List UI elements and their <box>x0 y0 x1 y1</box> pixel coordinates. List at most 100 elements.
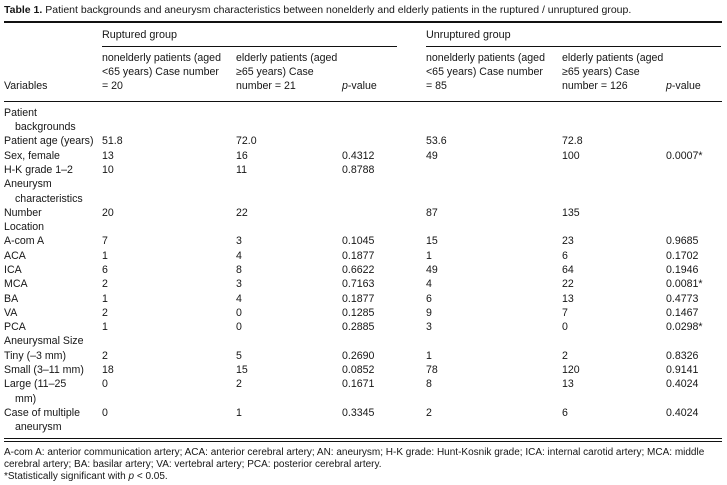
cell-ruptured-nonelderly: 20 <box>102 206 114 219</box>
column-gap <box>397 363 426 377</box>
table-row: Location <box>4 220 722 234</box>
row-label: Aneurysm characteristics <box>4 178 83 205</box>
cell-unruptured-pvalue <box>666 163 721 177</box>
cell-ruptured-pvalue: 0.7163 <box>342 278 375 291</box>
cell-unruptured-pvalue: 0.0081* <box>666 278 703 291</box>
abbreviation-note: A-com A: anterior communication artery; … <box>4 446 705 470</box>
table-row: PCA 1 0 0.2885 3 0 0.0298* <box>4 320 722 334</box>
cell-ruptured-pvalue: 0.1045 <box>342 235 375 248</box>
column-gap <box>397 406 426 435</box>
cell-unruptured-elderly: 2 <box>562 349 568 362</box>
cell-ruptured-nonelderly: 7 <box>102 235 108 248</box>
unruptured-group-header: Unruptured group <box>426 29 721 47</box>
cell-ruptured-pvalue: 0.3345 <box>342 406 375 419</box>
cell-ruptured-elderly: 72.0 <box>236 135 257 148</box>
cell-ruptured-nonelderly: 0 <box>102 378 108 391</box>
column-gap <box>397 52 426 94</box>
column-gap <box>397 163 426 177</box>
cell-unruptured-nonelderly: 9 <box>426 306 432 319</box>
cell-ruptured-pvalue <box>342 206 397 220</box>
cell-unruptured-elderly <box>562 220 666 234</box>
column-header-row: Variables nonelderly patients (aged <65 … <box>4 47 722 101</box>
cell-ruptured-elderly: 2 <box>236 378 242 391</box>
table-row: Case of multiple aneurysm 0 1 0.3345 2 6… <box>4 406 722 435</box>
cell-unruptured-elderly: 23 <box>562 235 574 248</box>
table-row: Small (3–11 mm) 18 15 0.0852 78 120 0.91… <box>4 363 722 377</box>
cell-ruptured-nonelderly: 18 <box>102 364 114 377</box>
p-italic: p <box>342 79 348 92</box>
col-header-ruptured-nonelderly: nonelderly patients (aged <65 years) Cas… <box>102 52 221 92</box>
cell-unruptured-pvalue: 0.9141 <box>666 364 699 377</box>
significance-suffix: < 0.05. <box>134 471 168 483</box>
cell-unruptured-nonelderly <box>426 334 562 348</box>
col-header-unruptured-pvalue: p-value <box>666 80 721 94</box>
cell-unruptured-nonelderly: 87 <box>426 206 438 219</box>
table-body: Patient backgrounds Patient age (years) … <box>4 102 722 435</box>
table-row: Large (11–25 mm) 0 2 0.1671 8 13 0.4024 <box>4 377 722 406</box>
cell-ruptured-elderly: 11 <box>236 163 247 176</box>
cell-unruptured-nonelderly <box>426 106 562 135</box>
cell-ruptured-elderly: 15 <box>236 364 248 377</box>
cell-unruptured-elderly: 13 <box>562 378 574 391</box>
cell-unruptured-nonelderly: 4 <box>426 278 432 291</box>
cell-ruptured-pvalue <box>342 106 397 135</box>
column-gap <box>397 177 426 206</box>
cell-ruptured-nonelderly: 13 <box>102 149 114 162</box>
table-row: VA 2 0 0.1285 9 7 0.1467 <box>4 306 722 320</box>
column-gap <box>397 334 426 348</box>
cell-unruptured-pvalue: 0.9685 <box>666 235 699 248</box>
cell-unruptured-nonelderly: 49 <box>426 149 438 162</box>
cell-unruptured-pvalue: 0.4024 <box>666 406 699 419</box>
cell-ruptured-nonelderly <box>102 220 236 234</box>
col-header-ruptured-elderly: elderly patients (aged ≥65 years) Case n… <box>236 52 338 92</box>
row-label: H-K grade 1–2 <box>4 163 73 176</box>
table-caption-text: Patient backgrounds and aneurysm charact… <box>45 4 632 16</box>
cell-ruptured-nonelderly: 2 <box>102 349 108 362</box>
cell-ruptured-elderly: 4 <box>236 249 242 262</box>
cell-unruptured-pvalue <box>666 134 721 148</box>
cell-unruptured-pvalue <box>666 177 721 206</box>
table-row: Aneurysm characteristics <box>4 177 722 206</box>
row-label: Patient age (years) <box>4 135 94 148</box>
table-row: Sex, female 13 16 0.4312 49 100 0.0007* <box>4 149 722 163</box>
cell-ruptured-elderly <box>236 334 342 348</box>
cell-unruptured-pvalue <box>666 106 721 135</box>
row-label: MCA <box>4 278 28 291</box>
table-row: ACA 1 4 0.1877 1 6 0.1702 <box>4 249 722 263</box>
top-rule <box>4 21 722 23</box>
cell-ruptured-elderly: 3 <box>236 278 242 291</box>
cell-ruptured-elderly <box>236 106 342 135</box>
p-value-suffix: -value <box>347 79 377 92</box>
column-gap <box>397 263 426 277</box>
row-label: Tiny (–3 mm) <box>4 349 66 362</box>
cell-unruptured-elderly: 13 <box>562 292 574 305</box>
cell-ruptured-pvalue <box>342 177 397 206</box>
cell-ruptured-nonelderly: 1 <box>102 321 108 334</box>
table-caption: Table 1. Patient backgrounds and aneurys… <box>4 3 722 21</box>
cell-unruptured-elderly: 6 <box>562 406 568 419</box>
cell-unruptured-nonelderly: 3 <box>426 321 432 334</box>
column-gap <box>397 249 426 263</box>
row-label: Patient backgrounds <box>4 106 76 134</box>
p-italic: p <box>666 79 672 92</box>
cell-unruptured-nonelderly: 1 <box>426 349 432 362</box>
table-row: Tiny (–3 mm) 2 5 0.2690 1 2 0.8326 <box>4 349 722 363</box>
cell-unruptured-elderly <box>562 334 666 348</box>
row-label: A-com A <box>4 235 45 248</box>
cell-ruptured-nonelderly: 10 <box>102 163 114 176</box>
table-row: MCA 2 3 0.7163 4 22 0.0081* <box>4 277 722 291</box>
row-label: Sex, female <box>4 149 60 162</box>
column-gap <box>397 220 426 234</box>
cell-ruptured-nonelderly <box>102 106 236 135</box>
cell-unruptured-elderly: 120 <box>562 364 580 377</box>
cell-unruptured-pvalue: 0.1702 <box>666 249 699 262</box>
cell-ruptured-elderly <box>236 177 342 206</box>
cell-unruptured-pvalue: 0.4773 <box>666 292 699 305</box>
cell-ruptured-pvalue: 0.0852 <box>342 364 375 377</box>
cell-unruptured-elderly: 64 <box>562 263 574 276</box>
table-row: ICA 6 8 0.6622 49 64 0.1946 <box>4 263 722 277</box>
col-header-ruptured-pvalue: p-value <box>342 80 397 94</box>
row-label: Small (3–11 mm) <box>4 364 84 377</box>
row-label: ICA <box>4 263 22 276</box>
cell-ruptured-elderly: 8 <box>236 263 242 276</box>
